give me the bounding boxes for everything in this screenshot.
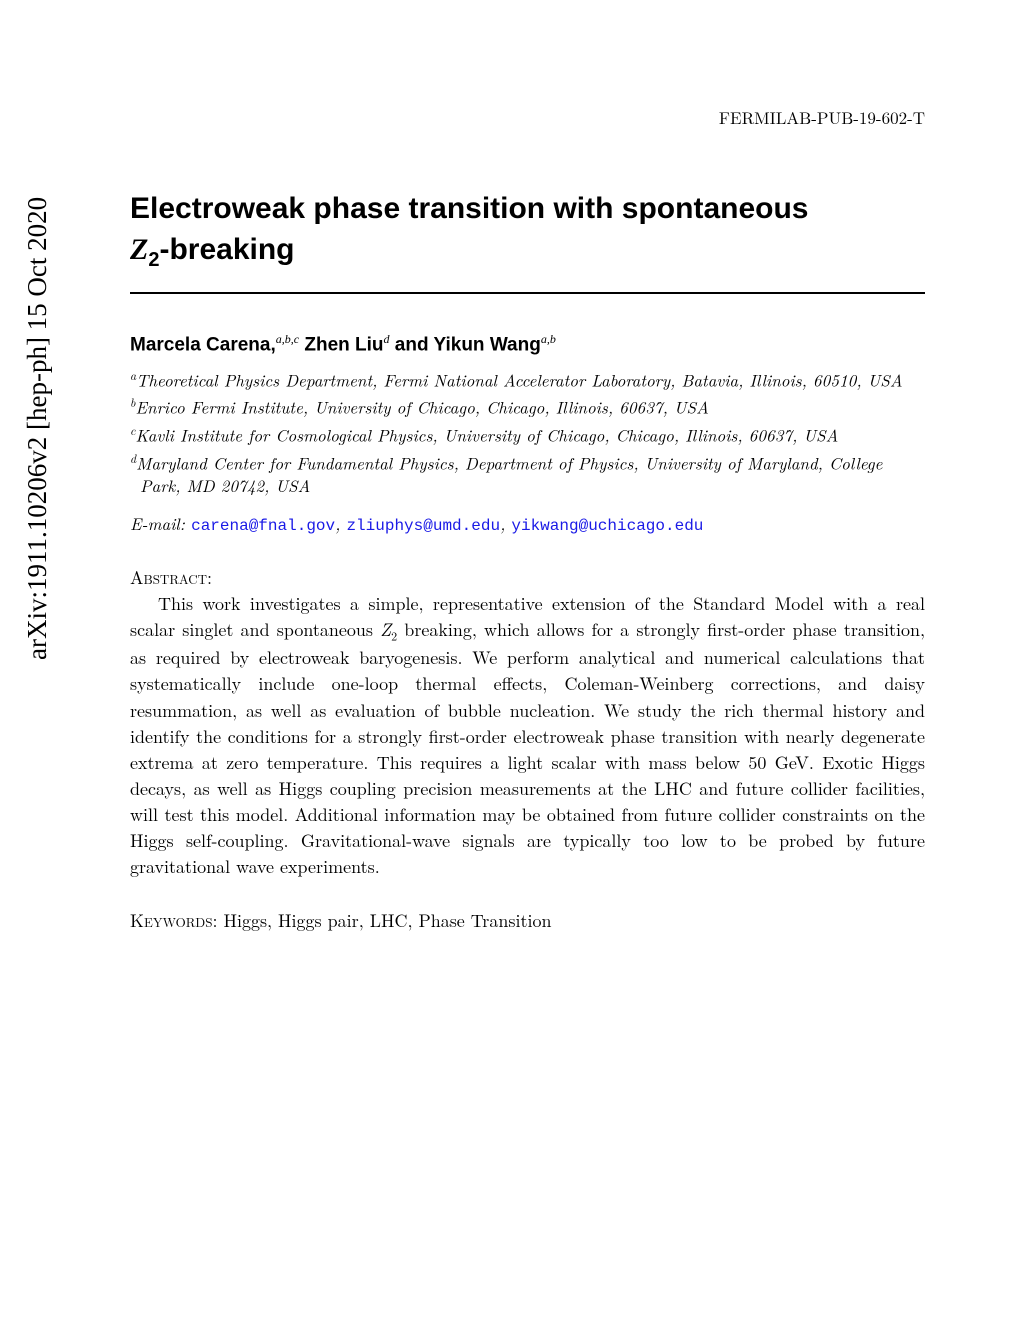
abstract-label: Abstract:	[130, 565, 212, 590]
keywords-label: Keywords:	[130, 908, 223, 933]
author-2-sup: d	[384, 332, 390, 346]
email-link-1[interactable]: carena@fnal.gov	[191, 517, 335, 535]
title-line2-rest: -breaking	[159, 233, 294, 266]
author-1-sup: a,b,c	[276, 332, 299, 346]
email-sep: ,	[335, 511, 346, 535]
keywords-text: Higgs, Higgs pair, LHC, Phase Transition	[223, 908, 551, 933]
affiliation-d: dMaryland Center for Fundamental Physics…	[130, 451, 925, 498]
abstract: Abstract: This work investigates a simpl…	[130, 565, 925, 880]
authors: Marcela Carena,a,b,c Zhen Liud and Yikun…	[130, 332, 925, 356]
email-line: E-mail: carena@fnal.gov, zliuphys@umd.ed…	[130, 511, 925, 535]
report-number: FERMILAB-PUB-19-602-T	[130, 105, 925, 129]
affiliation-b: bEnrico Fermi Institute, University of C…	[130, 395, 925, 419]
paper-title: Electroweak phase transition with sponta…	[130, 189, 925, 274]
title-sub: 2	[148, 249, 159, 271]
affil-text: Enrico Fermi Institute, University of Ch…	[136, 395, 709, 419]
email-sep: ,	[500, 511, 511, 535]
email-label: E-mail:	[130, 511, 191, 535]
author-2: Zhen Liu	[304, 334, 383, 355]
arxiv-stamp: arXiv:1911.10206v2 [hep-ph] 15 Oct 2020	[22, 197, 53, 660]
affil-text: Theoretical Physics Department, Fermi Na…	[136, 367, 902, 391]
affiliation-a: aTheoretical Physics Department, Fermi N…	[130, 368, 925, 392]
email-link-3[interactable]: yikwang@uchicago.edu	[511, 517, 703, 535]
keywords-line: Keywords: Higgs, Higgs pair, LHC, Phase …	[130, 908, 925, 933]
abstract-math-z: Z	[380, 617, 391, 642]
authors-and: and	[395, 334, 434, 355]
author-3-sup: a,b	[541, 332, 556, 346]
affiliation-c: cKavli Institute for Cosmological Physic…	[130, 423, 925, 447]
title-line1: Electroweak phase transition with sponta…	[130, 192, 808, 225]
affil-text: Maryland Center for Fundamental Physics,…	[136, 450, 882, 497]
author-1: Marcela Carena,	[130, 334, 276, 355]
author-3: Yikun Wang	[434, 334, 541, 355]
title-rule	[130, 292, 925, 294]
email-link-2[interactable]: zliuphys@umd.edu	[346, 517, 500, 535]
affil-text: Kavli Institute for Cosmological Physics…	[136, 423, 839, 447]
abstract-part-b: breaking, which allows for a strongly fi…	[130, 617, 925, 879]
title-math-z: Z	[130, 233, 148, 266]
page-content: FERMILAB-PUB-19-602-T Electroweak phase …	[130, 0, 925, 933]
